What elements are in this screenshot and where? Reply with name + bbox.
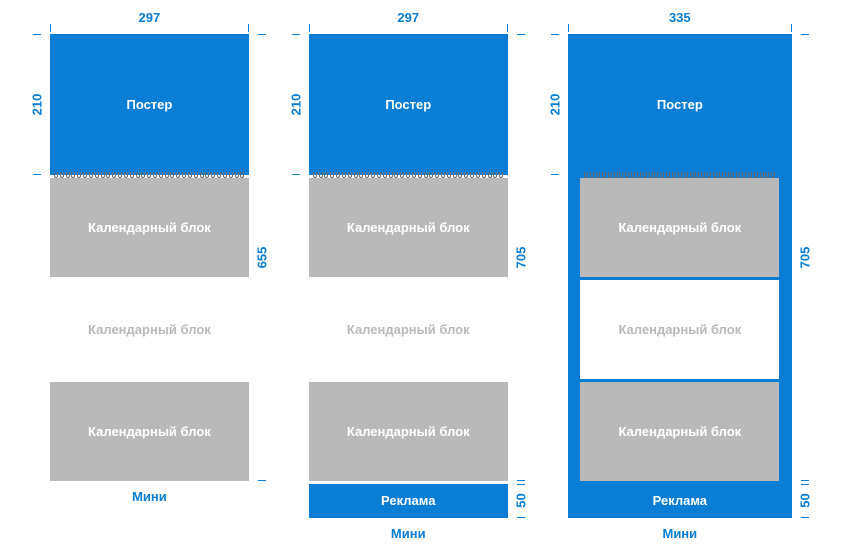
segment: Постер <box>568 34 792 175</box>
segment: Календарный блок <box>580 382 779 481</box>
dim-right-2: 50 <box>510 484 532 518</box>
calendar-body: ПостерКалендарный блокКалендарный блокКа… <box>580 34 779 518</box>
dim-left-label: 210 <box>547 93 562 115</box>
layout-mini-b: 297ПостерКалендарный блокКалендарный бло… <box>309 10 508 541</box>
segment: Календарный блок <box>309 280 508 379</box>
dim-right-2-label: 50 <box>513 494 528 508</box>
layout-caption: Мини <box>132 489 167 504</box>
dim-right: 655 <box>251 34 273 481</box>
spiral-binding <box>313 172 504 178</box>
dim-top-label: 297 <box>397 10 419 25</box>
calendar-outer: ПостерКалендарный блокКалендарный блокКа… <box>568 34 792 518</box>
segment: Календарный блок <box>309 382 508 481</box>
segment: Постер <box>309 34 508 175</box>
calendar-body: ПостерКалендарный блокКалендарный блокКа… <box>309 34 508 518</box>
segment: Календарный блок <box>580 280 779 379</box>
segment: Реклама <box>309 484 508 518</box>
dim-right-2: 50 <box>794 484 816 518</box>
dim-left: 210 <box>26 34 48 175</box>
segment: Календарный блок <box>580 178 779 277</box>
calendar-outer: ПостерКалендарный блокКалендарный блокКа… <box>309 34 508 518</box>
segment: Календарный блок <box>50 382 249 481</box>
dim-right-label: 705 <box>798 247 813 269</box>
dim-left-label: 210 <box>288 93 303 115</box>
dim-left: 210 <box>285 34 307 175</box>
dim-top: 297 <box>50 10 249 32</box>
dim-right: 705 <box>510 34 532 481</box>
calendar-outer: ПостерКалендарный блокКалендарный блокКа… <box>50 34 249 481</box>
calendar-body: ПостерКалендарный блокКалендарный блокКа… <box>50 34 249 481</box>
segment: Постер <box>50 34 249 175</box>
segment: Реклама <box>568 484 792 518</box>
dim-right-label: 705 <box>513 247 528 269</box>
dim-right-2-label: 50 <box>798 494 813 508</box>
spiral-binding <box>54 172 245 178</box>
dim-right-label: 655 <box>254 247 269 269</box>
layouts-row: 297ПостерКалендарный блокКалендарный бло… <box>0 0 842 551</box>
segment: Календарный блок <box>50 178 249 277</box>
dim-left-label: 210 <box>29 93 44 115</box>
layout-mini-c: 335ПостерКалендарный блокКалендарный бло… <box>568 10 792 541</box>
spiral-binding <box>584 172 775 178</box>
dim-top-label: 335 <box>669 10 691 25</box>
dim-left: 210 <box>544 34 566 175</box>
segment: Календарный блок <box>50 280 249 379</box>
dim-top-label: 297 <box>139 10 161 25</box>
layout-caption: Мини <box>662 526 697 541</box>
layout-caption: Мини <box>391 526 426 541</box>
dim-top: 335 <box>568 10 792 32</box>
dim-right: 705 <box>794 34 816 481</box>
segment: Календарный блок <box>309 178 508 277</box>
dim-top: 297 <box>309 10 508 32</box>
layout-mini-a: 297ПостерКалендарный блокКалендарный бло… <box>50 10 249 504</box>
